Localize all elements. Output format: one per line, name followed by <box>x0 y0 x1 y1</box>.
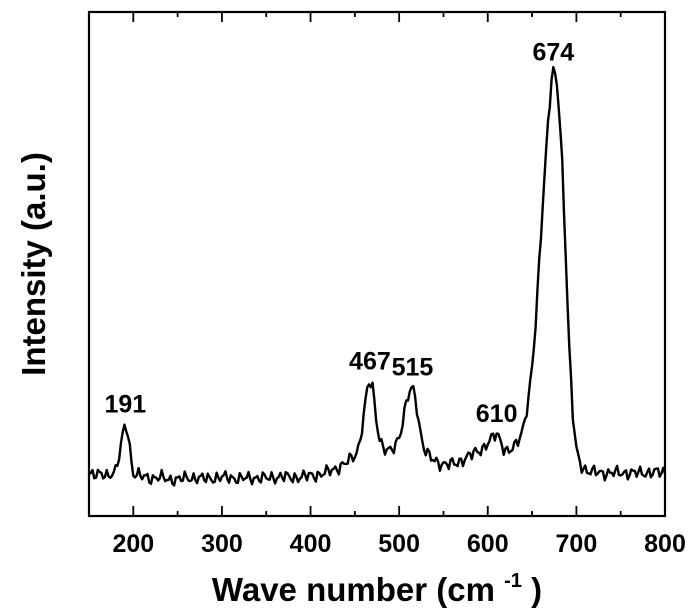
x-tick-label: 200 <box>112 530 154 558</box>
x-axis-label-tail: ) <box>531 571 542 608</box>
x-axis-ticks <box>89 12 621 516</box>
spectrum-line <box>89 67 665 485</box>
peak-label: 467 <box>349 347 391 375</box>
x-tick-label: 500 <box>378 530 420 558</box>
plot-frame <box>89 12 665 516</box>
x-tick-label: 800 <box>644 530 686 558</box>
peak-label: 191 <box>104 390 146 418</box>
x-axis-tick-labels: 200 300 400 500 600 700 800 <box>112 530 685 558</box>
peak-label: 610 <box>476 400 518 428</box>
x-tick-label: 600 <box>467 530 509 558</box>
peak-labels: 191 467 515 610 674 <box>104 38 574 427</box>
x-tick-label: 700 <box>556 530 598 558</box>
x-axis-label-superscript: -1 <box>504 570 522 592</box>
x-tick-label: 400 <box>290 530 332 558</box>
y-axis-label: Intensity (a.u.) <box>15 152 52 376</box>
peak-label: 515 <box>392 353 434 381</box>
x-axis-label: Wave number (cm -1 ) <box>212 557 542 608</box>
x-axis-label-main: Wave number (cm <box>212 571 495 608</box>
peak-label: 674 <box>532 38 574 66</box>
x-tick-label: 300 <box>201 530 243 558</box>
